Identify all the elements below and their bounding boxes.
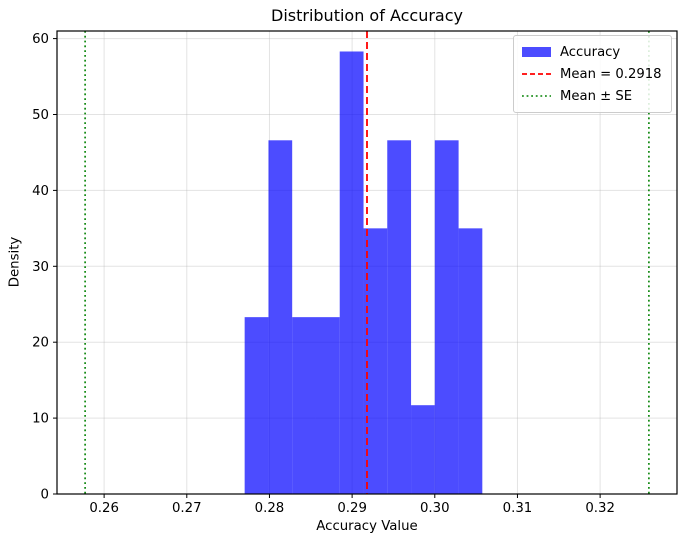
legend: Accuracy Mean = 0.2918 Mean ± SE: [513, 35, 672, 113]
hist-bar: [268, 140, 293, 495]
x-tick-label: 0.27: [172, 501, 202, 516]
legend-item-se: Mean ± SE: [521, 85, 662, 107]
x-tick-label: 0.32: [585, 501, 615, 516]
y-tick-label: 10: [32, 412, 49, 427]
hist-bar: [339, 51, 364, 495]
y-tick-label: 0: [41, 488, 49, 503]
hist-bar: [411, 405, 435, 494]
legend-item-mean: Mean = 0.2918: [521, 63, 662, 85]
hist-bar: [387, 140, 412, 495]
x-axis-label: Accuracy Value: [316, 519, 418, 534]
y-tick-label: 60: [32, 32, 49, 47]
legend-label-accuracy: Accuracy: [560, 44, 621, 60]
legend-label-se: Mean ± SE: [560, 88, 633, 104]
y-tick-label: 50: [32, 108, 49, 123]
y-tick-label: 40: [32, 184, 49, 199]
legend-label-mean: Mean = 0.2918: [560, 66, 662, 82]
x-tick-label: 0.29: [337, 501, 367, 516]
x-tick-label: 0.30: [420, 501, 450, 516]
mean-dashed-line-swatch: [522, 73, 551, 75]
hist-bar: [244, 317, 269, 494]
x-tick-label: 0.28: [255, 501, 285, 516]
y-tick-label: 20: [32, 336, 49, 351]
hist-bar: [363, 228, 388, 494]
hist-bar: [458, 228, 483, 494]
y-tick-label: 30: [32, 260, 49, 275]
plot-border: [56, 30, 678, 495]
hist-bar: [434, 140, 459, 495]
legend-item-accuracy: Accuracy: [521, 41, 662, 63]
accuracy-patch-swatch: [522, 47, 551, 57]
hist-bar: [315, 317, 340, 494]
chart-title: Distribution of Accuracy: [271, 6, 463, 25]
se-dotted-line-swatch: [522, 95, 551, 97]
hist-bar: [292, 317, 316, 494]
x-tick-label: 0.26: [89, 501, 119, 516]
x-tick-label: 0.31: [503, 501, 533, 516]
